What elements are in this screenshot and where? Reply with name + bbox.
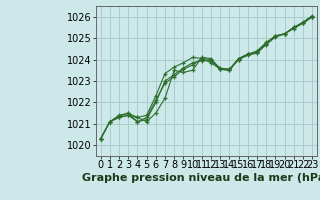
X-axis label: Graphe pression niveau de la mer (hPa): Graphe pression niveau de la mer (hPa) bbox=[82, 173, 320, 183]
